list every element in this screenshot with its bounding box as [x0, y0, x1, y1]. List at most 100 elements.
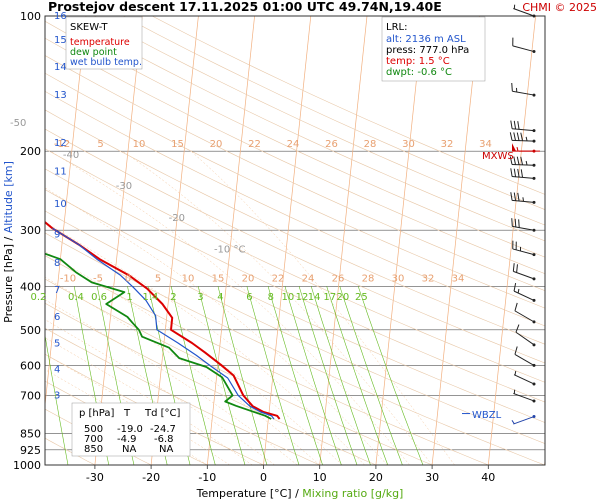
altitude-tick-label: 15: [54, 35, 67, 46]
wind-barb-full: [513, 168, 517, 177]
wind-barb: [515, 324, 536, 347]
dry-adiabat-label: 15: [212, 273, 225, 284]
mixing-ratio-line: [357, 286, 424, 465]
lrl-temp: temp: 1.5 °C: [386, 56, 450, 67]
mxws-label: MXWS: [482, 151, 514, 162]
y-tick-label: 400: [20, 280, 41, 293]
axes: -80 °C-70-60-50-40-30-20-10 °C-125101520…: [10, 10, 540, 484]
mixing-ratio-label: 0.4: [68, 292, 84, 303]
mixing-ratio-line: [310, 286, 371, 465]
wind-barb-half: [525, 160, 528, 166]
x-axis-temp-label: Temperature [°C]: [196, 487, 292, 500]
x-axis-separator: /: [292, 487, 303, 500]
isotherm-label: -10 °C: [214, 244, 246, 255]
dry-adiabat-label: 32: [441, 139, 454, 150]
wind-barb: [510, 192, 536, 204]
wind-barb-staff: [513, 8, 535, 17]
dry-adiabat-label: 34: [479, 139, 492, 150]
wind-barb: [514, 302, 536, 324]
isotherm-label: -20: [169, 213, 185, 224]
wind-barb-dot: [532, 228, 536, 232]
dry-adiabat-label: 22: [248, 139, 261, 150]
dry-adiabat-label: 22: [272, 273, 285, 284]
wind-barb-full: [510, 120, 513, 129]
isotherm-line: [206, 16, 255, 465]
dry-adiabat-label: -10: [60, 273, 76, 284]
wind-barb-staff: [513, 290, 535, 301]
mixing-ratio-line: [339, 286, 403, 465]
table-row-td: NA: [159, 444, 173, 455]
dry-adiabat-line: [122, 16, 545, 210]
wind-barb-dot: [532, 298, 536, 302]
isotherm-line: [375, 16, 424, 465]
mixing-ratio-line: [284, 286, 342, 465]
mixing-ratio-label: 6: [246, 292, 252, 303]
x-tick-label: 10: [313, 471, 327, 484]
dry-adiabat-line: [45, 55, 545, 292]
wind-barb-half: [525, 136, 528, 142]
altitude-tick-label: 11: [54, 167, 67, 178]
wind-barb-full: [513, 120, 517, 130]
wind-barb-staff: [512, 248, 535, 256]
wind-barb-pennant: [512, 143, 516, 152]
dry-adiabat-label: 32: [422, 273, 435, 284]
x-tick-label: 20: [369, 471, 383, 484]
table-header-td: Td [°C]: [144, 408, 181, 419]
table-row-t: NA: [122, 444, 136, 455]
altitude-tick-label: 13: [54, 90, 67, 101]
isotherm-line: [487, 16, 536, 465]
y-axis-label: Pressure [hPa] / Altitude [km]: [2, 161, 15, 323]
dry-adiabat-label: 28: [362, 273, 375, 284]
wind-barb-staff: [512, 176, 535, 179]
wind-barb-staff: [512, 90, 535, 96]
dry-adiabat-line: [93, 16, 545, 226]
plot-area: [45, 16, 545, 465]
wind-barb: [512, 263, 536, 281]
dry-adiabat-line: [45, 278, 433, 465]
moist-adiabat-line: [45, 319, 275, 465]
y-tick-label: 200: [20, 145, 41, 158]
y-tick-label: 1000: [13, 459, 41, 472]
dry-adiabat-label: 5: [97, 139, 103, 150]
dry-adiabat-label: 26: [332, 273, 345, 284]
wind-barb-staff: [512, 128, 535, 132]
dry-adiabat-line: [45, 255, 489, 465]
wind-barb-dot: [532, 149, 536, 153]
wind-barb: [510, 168, 536, 180]
wind-barb-full: [520, 132, 523, 141]
wind-barb-full: [514, 302, 518, 312]
wet-bulb-line: [52, 227, 275, 420]
dry-adiabat-line: [45, 72, 545, 309]
isotherm-line: [94, 16, 143, 465]
lrl-title: LRL:: [386, 22, 407, 33]
dry-adiabat-line: [45, 90, 545, 327]
dry-adiabat-label: 20: [242, 273, 255, 284]
wind-barb-staff: [511, 163, 535, 166]
dry-adiabat-line: [45, 128, 545, 364]
wind-barb: [511, 82, 536, 97]
x-tick-label: 40: [481, 471, 495, 484]
profile-series: [45, 220, 281, 420]
wind-barb-full: [516, 156, 520, 165]
x-tick-label: -10: [198, 471, 216, 484]
chart-title: Prostejov descent 17.11.2025 01:00 UTC 4…: [48, 0, 442, 14]
altitude-tick-label: 8: [54, 258, 60, 269]
dry-adiabat-line: [45, 148, 545, 383]
table-header-t: T: [123, 408, 131, 419]
legend-temperature: temperature: [70, 37, 130, 48]
wind-barb: [510, 120, 536, 133]
wind-barb-full: [509, 156, 513, 165]
dry-adiabat-label: 30: [392, 273, 405, 284]
wind-barb: [511, 218, 536, 232]
wind-barb-dot: [532, 93, 536, 97]
wind-barb-dot: [532, 129, 536, 133]
altitude-tick-label: 10: [54, 199, 67, 210]
wind-barb-dot: [532, 253, 536, 257]
mixing-ratio-label: 17: [323, 292, 336, 303]
wind-barb-full: [518, 219, 520, 228]
dry-adiabat-line: [45, 189, 545, 423]
wind-barb: [514, 346, 536, 367]
isotherm-label: -50: [10, 118, 26, 129]
wind-barb: [509, 132, 536, 143]
dry-adiabat-line: [45, 37, 545, 275]
